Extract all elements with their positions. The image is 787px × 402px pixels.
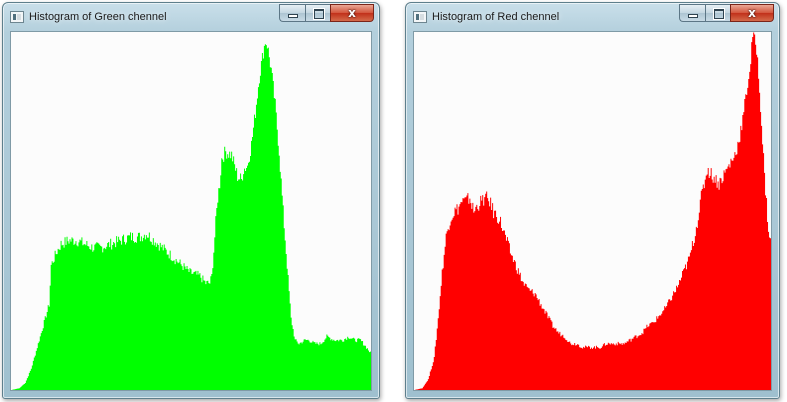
minimize-icon: [689, 15, 697, 17]
window-app-icon[interactable]: [10, 11, 24, 23]
maximize-button[interactable]: [305, 4, 330, 22]
red-histogram-series: [414, 32, 771, 390]
minimize-icon: [289, 15, 297, 17]
green-histogram-window[interactable]: Histogram of Green chennel x: [2, 2, 380, 399]
maximize-icon: [713, 8, 725, 20]
green-histogram-chart: [11, 44, 371, 390]
green-histogram-canvas: [10, 31, 372, 391]
minimize-button[interactable]: [279, 4, 305, 22]
minimize-button[interactable]: [679, 4, 705, 22]
red-window-titlebar[interactable]: Histogram of Red chennel x: [406, 3, 779, 31]
maximize-button[interactable]: [705, 4, 730, 22]
window-app-icon[interactable]: [413, 11, 427, 23]
red-window-title: Histogram of Red chennel: [432, 11, 560, 23]
close-button[interactable]: x: [330, 4, 374, 22]
red-histogram-chart: [414, 32, 771, 390]
close-icon: x: [748, 6, 756, 20]
red-histogram-window[interactable]: Histogram of Red chennel x: [405, 2, 780, 399]
green-histogram-series: [11, 44, 371, 390]
green-window-titlebar[interactable]: Histogram of Green chennel x: [3, 3, 379, 31]
close-icon: x: [348, 6, 356, 20]
red-histogram-canvas: [413, 31, 772, 391]
close-button[interactable]: x: [730, 4, 774, 22]
maximize-icon: [313, 8, 325, 20]
green-window-title: Histogram of Green chennel: [29, 11, 167, 23]
